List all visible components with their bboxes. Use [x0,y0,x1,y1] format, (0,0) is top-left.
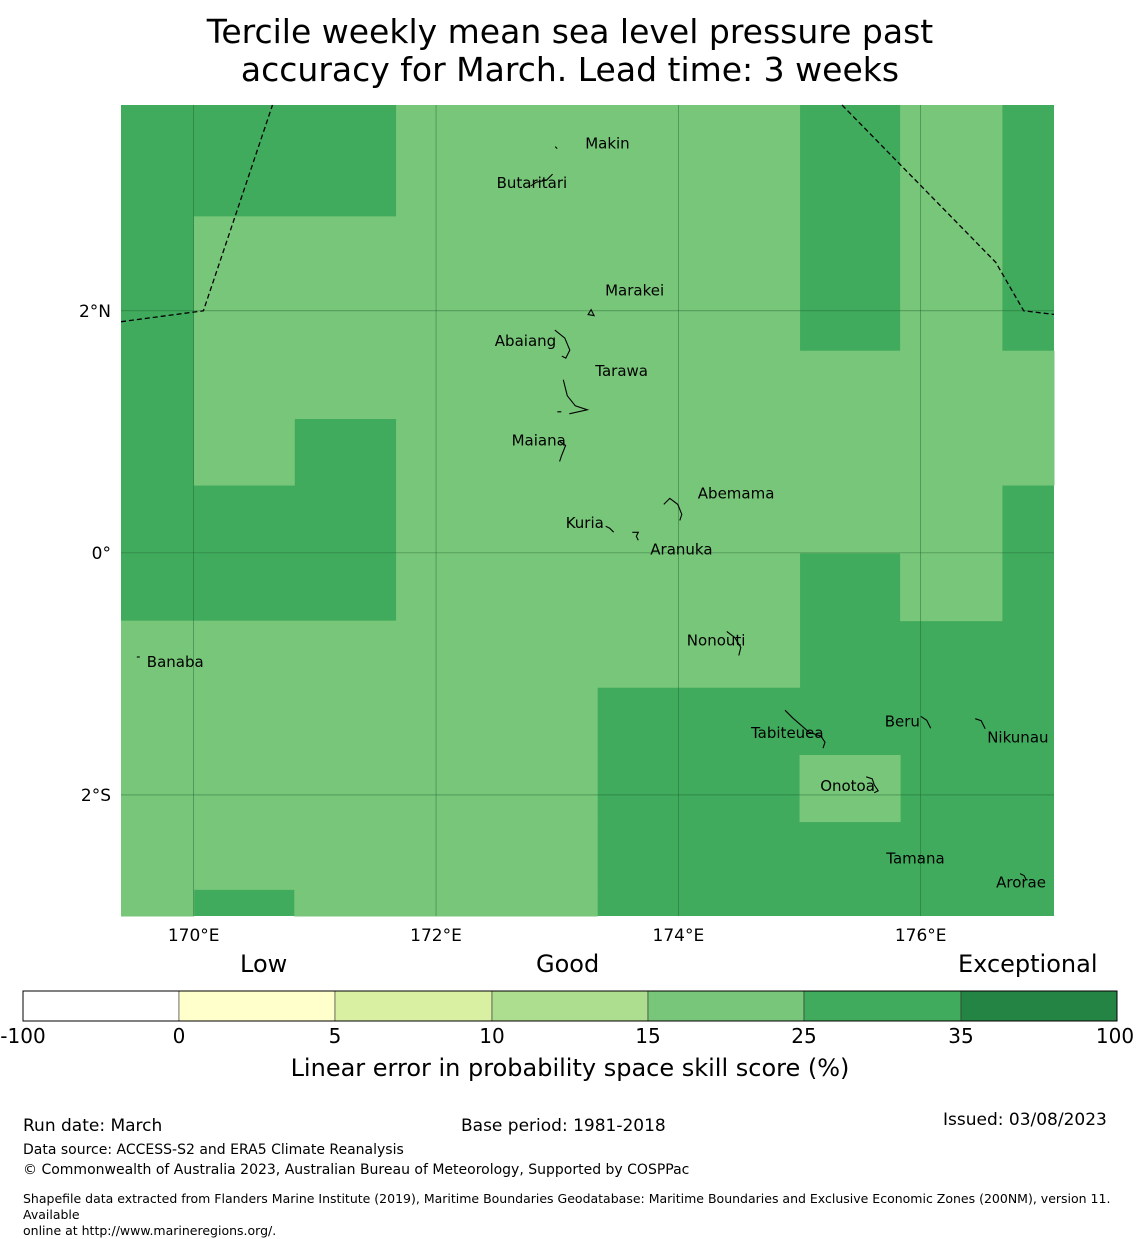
eez-boundary-east [841,104,1055,316]
island-outline [975,718,986,729]
chart-title-line-2: accuracy for March. Lead time: 3 weeks [240,50,900,89]
eez-boundary-west [120,104,274,323]
island-label: Tamana [885,850,944,868]
island-outline [632,531,640,541]
skill-cell [193,418,295,486]
island-outline [587,308,596,317]
shapefile-credit: Shapefile data extracted from Flanders M… [23,1191,1138,1239]
island-outline [866,776,880,794]
category-good: Good [536,950,600,978]
data-source: Data source: ACCESS-S2 and ERA5 Climate … [23,1142,404,1158]
island-outline [554,329,571,359]
skill-cell [396,418,1055,486]
skill-cell [900,105,1003,217]
island-outline [557,379,590,415]
skill-cell [121,687,598,756]
island-label: Beru [885,712,920,730]
island-label: Tabiteuea [750,724,824,742]
island-label: Tarawa [594,362,648,380]
island-label: Maiana [512,432,566,450]
skill-cell [121,889,195,917]
island-label: Kuria [566,514,604,532]
skill-cell [799,755,901,823]
colorbar-tick: 0 [172,1024,186,1048]
island-label: Arorae [996,874,1046,892]
run-date: Run date: March [23,1116,163,1136]
island-outline [530,173,553,187]
colorbar-tick: 10 [479,1024,505,1048]
island-outline [605,525,615,533]
island-label: Aranuka [650,540,712,558]
shapefile-credit-line-2: online at http://www.marineregions.org/. [23,1223,277,1238]
island-label: Nonouti [687,632,746,650]
island-label: Abaiang [495,332,556,350]
skill-cell [396,216,801,285]
colorbar-bin [334,990,493,1022]
island-outline [920,715,932,729]
island-outline [726,631,742,656]
chart-title-line-1: Tercile weekly mean sea level pressure p… [206,12,934,51]
skill-cell [396,552,801,622]
skill-cell [121,755,598,823]
island-label: Makin [585,135,630,153]
colorbar-tick: 35 [948,1024,974,1048]
copyright: © Commonwealth of Australia 2023, Austra… [23,1162,690,1178]
colorbar-bin [491,990,649,1022]
issued-date: Issued: 03/08/2023 [943,1110,1107,1130]
skill-cell [121,821,598,890]
colorbar-tick: 25 [791,1024,817,1048]
skill-cell [900,552,1003,622]
category-exceptional: Exceptional [958,950,1098,978]
island-outline [559,441,567,462]
base-period: Base period: 1981-2018 [461,1116,666,1136]
shapefile-credit-line-1: Shapefile data extracted from Flanders M… [23,1191,1111,1222]
latitude-tick-label: 2°S [81,786,111,806]
category-low: Low [240,950,288,978]
latitude-tick-label: 0° [92,544,111,564]
latitude-tick-label: 2°N [79,302,111,322]
longitude-tick-label: 174°E [653,926,705,946]
longitude-tick-label: 172°E [410,926,462,946]
island-outline [663,497,683,521]
skill-cell [396,485,1003,554]
colorbar-tick: 5 [328,1024,342,1048]
skill-cell [121,620,598,688]
colorbar-bin [647,990,805,1022]
colorbar-label: Linear error in probability space skill … [290,1054,850,1082]
skill-cell [193,350,1055,420]
colorbar-tick: 100 [1095,1024,1135,1048]
island-outline [554,146,558,149]
skill-cell [900,284,1003,352]
skill-cell [900,216,1003,285]
island-label: Abemama [698,484,775,502]
colorbar-tick: -100 [0,1024,46,1048]
skill-cell [193,216,397,285]
island-outline [917,855,921,858]
colorbar-tick: 15 [635,1024,661,1048]
island-label: Nikunau [987,729,1048,747]
island-label: Marakei [605,282,664,300]
skill-cell [294,889,598,917]
longitude-tick-label: 176°E [895,926,947,946]
skill-cell [597,620,801,688]
island-label: Onotoa [820,777,875,795]
longitude-tick-label: 170°E [168,926,220,946]
colorbar-bin [960,990,1118,1022]
colorbar-bin [803,990,962,1022]
skill-cell [193,284,801,352]
skill-cell [396,105,598,217]
island-outline [1019,873,1027,880]
skill-cell [597,105,801,217]
colorbar-frame [22,990,1118,1022]
colorbar-bin [178,990,336,1022]
island-label: Butaritari [497,174,568,192]
island-outline [784,709,826,749]
island-label: Banaba [147,653,204,671]
colorbar-bin [22,990,180,1022]
